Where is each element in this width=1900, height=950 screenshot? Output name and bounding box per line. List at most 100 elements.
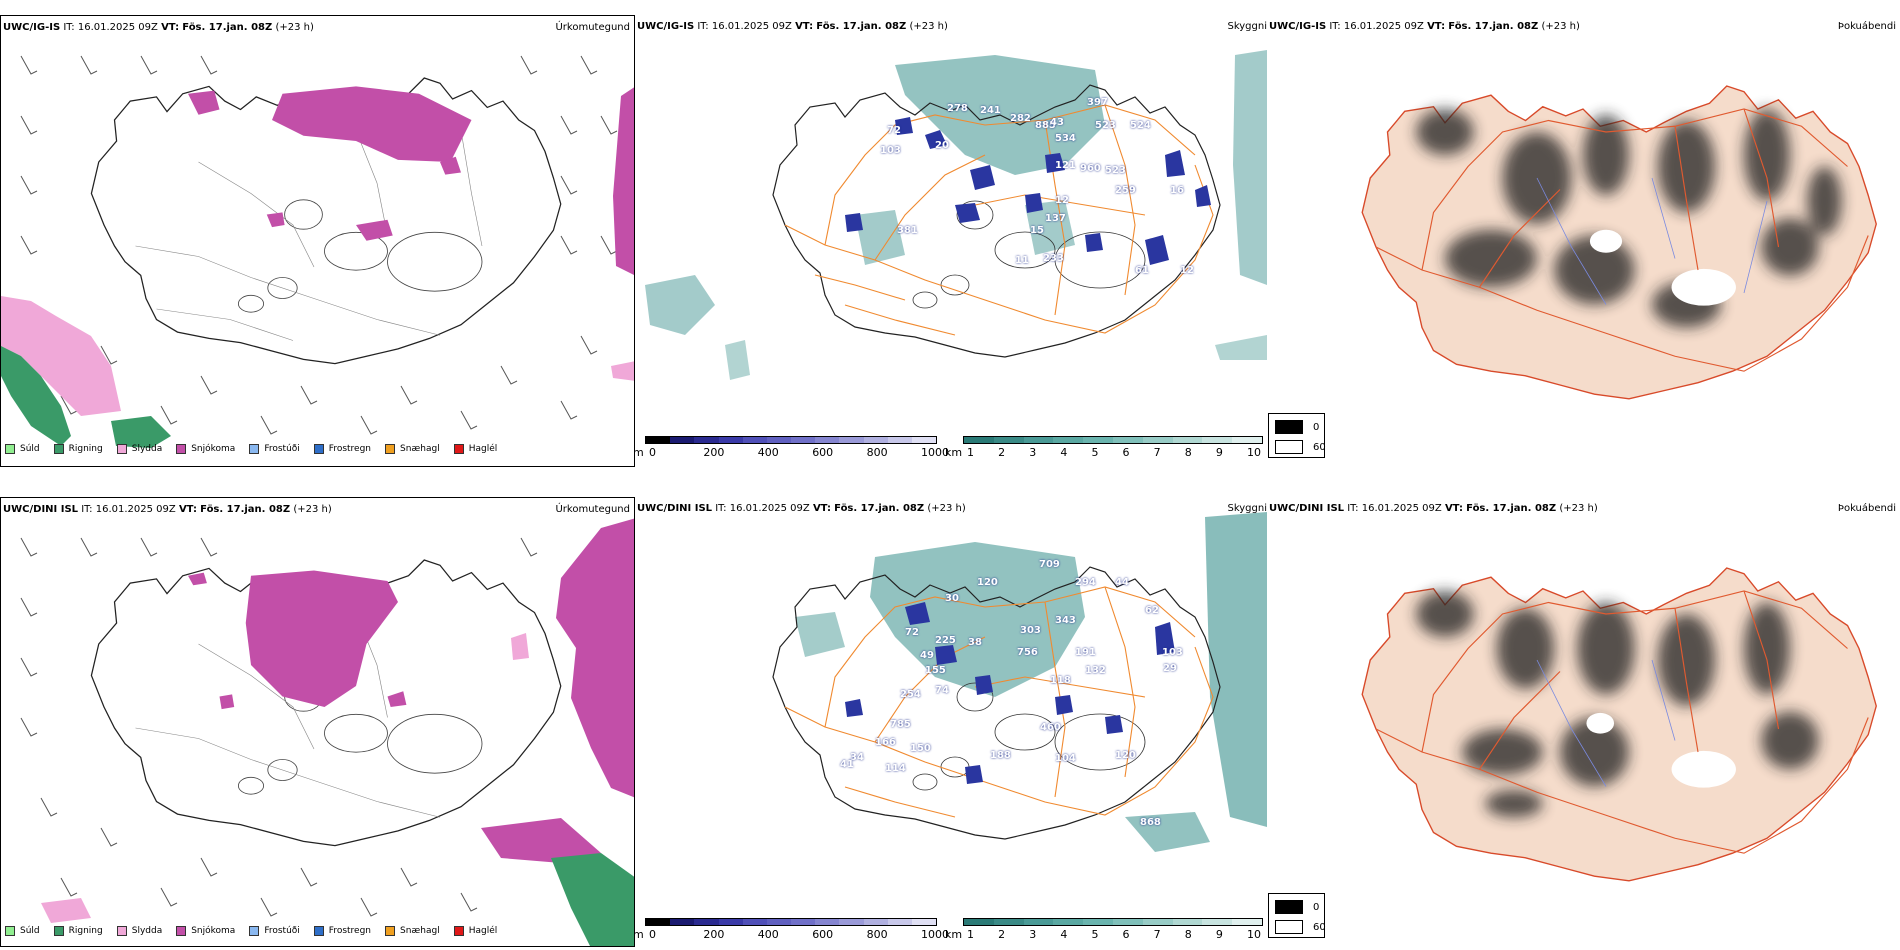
panel-header: UWC/DINI ISL IT: 16.01.2025 09Z VT: Fös.…	[3, 504, 332, 515]
colorbar-tick-label: 800	[866, 446, 888, 459]
cloud-base-value: 150	[910, 743, 931, 754]
hail-swatch	[453, 444, 464, 454]
freezing-rain-swatch	[313, 444, 324, 454]
cloud-base-value: 34	[850, 752, 864, 763]
colorbar-tick-label: 5	[1091, 446, 1099, 459]
cloud-base-value: 381	[897, 225, 918, 236]
visibility-panel-bottom: UWC/DINI ISL IT: 16.01.2025 09Z VT: Fös.…	[635, 497, 1267, 947]
colorbar-tick-label: 6	[1122, 446, 1130, 459]
panel-header: UWC/DINI ISL IT: 16.01.2025 09Z VT: Fös.…	[637, 503, 966, 514]
cloud-base-value: 132	[1085, 665, 1106, 676]
drizzle-swatch	[5, 444, 15, 454]
colorbar-segment	[1083, 919, 1113, 925]
colorbar-tick-label: 0	[649, 446, 656, 459]
colorbar-segment	[839, 919, 864, 925]
colorbar-segment	[815, 919, 840, 925]
colorbar-segment	[670, 437, 695, 443]
colorbar-segment	[911, 919, 937, 925]
panel-title: Þokuábendi	[1837, 503, 1896, 514]
cloud-base-value: 343	[1055, 615, 1076, 626]
legend-label: Súld	[20, 444, 40, 454]
legend-item: Frostúði	[249, 444, 300, 454]
panel-title: Skyggni	[1227, 503, 1267, 514]
freezing-drizzle-swatch	[249, 444, 260, 454]
colorbar-tick-label: 1000	[921, 446, 949, 459]
panel-title: Þokuábendi	[1837, 21, 1896, 32]
sleet-swatch	[116, 926, 127, 936]
precip-legend: Súld Rigning Slydda Snjókoma Frostúði Frostre…	[5, 926, 511, 936]
fog-scale-label: 60	[1313, 441, 1326, 453]
cloud-base-value: 166	[875, 737, 896, 748]
cloud-base-value: 15	[1030, 225, 1044, 236]
legend-label: Slydda	[131, 444, 163, 454]
cloud-base-value: 120	[1115, 750, 1136, 761]
cloud-base-value: 118	[1050, 675, 1071, 686]
colorbar-tick-label: 600	[812, 928, 834, 941]
colorbar-segment	[646, 919, 671, 925]
fog-scale-row: 0	[1275, 420, 1319, 434]
legend-label: Slydda	[131, 926, 163, 936]
cloud-base-value: 29	[1163, 663, 1177, 674]
colorbar-tick-label: 10	[1247, 928, 1261, 941]
legend-item: Snjókoma	[176, 926, 235, 936]
colorbar-segment	[1053, 919, 1084, 925]
fog-scale-swatch	[1275, 900, 1303, 914]
legend-item: Snjókoma	[176, 444, 235, 454]
cloud-base-value: 103	[1162, 647, 1183, 658]
colorbar-tick-label: 1	[967, 928, 974, 941]
rain-swatch	[53, 444, 64, 454]
colorbar-segment	[993, 437, 1024, 443]
colorbar-segment	[1232, 919, 1262, 925]
cloud-base-value: 785	[890, 719, 911, 730]
road-network	[784, 104, 1214, 336]
colorbar-tick-label: 400	[757, 446, 779, 459]
fog-scale-row: 60	[1275, 440, 1326, 454]
colorbar-segment	[694, 437, 719, 443]
colorbar-segment	[1202, 437, 1233, 443]
colorbar-segment	[911, 437, 937, 443]
colorbar-segment	[964, 437, 994, 443]
colorbar-segment	[887, 919, 912, 925]
colorbar-tick-label: 400	[757, 928, 779, 941]
legend-item: Súld	[5, 444, 40, 454]
cloud-base-value: 303	[1020, 625, 1041, 636]
cloud-base-value: 534	[1055, 133, 1076, 144]
panel-header: UWC/IG-IS IT: 16.01.2025 09Z VT: Fös. 17…	[3, 22, 314, 33]
cloud-base-value: 756	[1017, 647, 1038, 658]
colorbar-tick-label: 4	[1060, 446, 1068, 459]
low-cloud-area	[845, 117, 1211, 265]
fog-panel-bottom: UWC/DINI ISL IT: 16.01.2025 09Z VT: Fös.…	[1267, 497, 1900, 947]
cloud-base-value: 523	[1105, 165, 1126, 176]
colorbar-tick-label: 3	[1029, 928, 1037, 941]
precip-type-map-bottom	[20, 518, 634, 946]
fog-scale-swatch	[1275, 420, 1303, 434]
colorbar-tick-label: 2	[998, 928, 1006, 941]
colorbar-segment	[742, 919, 767, 925]
colorbar-segment	[646, 437, 671, 443]
cloud-base-value: 43	[1050, 117, 1064, 128]
colorbar-segment	[887, 437, 912, 443]
colorbar-tick-label: 200	[703, 446, 725, 459]
fog-intensity	[1416, 591, 1819, 818]
snow-swatch	[176, 444, 187, 454]
legend-item: Slydda	[116, 926, 163, 936]
fog-scale-label: 0	[1313, 421, 1320, 433]
colorbar-segment	[1142, 919, 1173, 925]
snow-area	[188, 570, 407, 710]
fog-scale-row: 60	[1275, 920, 1326, 934]
colorbar-tick-label: 10	[1247, 446, 1261, 459]
cloud-base-value: 282	[1010, 113, 1031, 124]
colorbar-segment	[670, 919, 695, 925]
panel-title: Skyggni	[1227, 21, 1267, 32]
cloud-base-value: 38	[968, 637, 982, 648]
legend-label: Haglél	[468, 926, 498, 936]
legend-label: Rigning	[68, 926, 103, 936]
legend-item: Snæhagl	[385, 926, 440, 936]
legend-label: Haglél	[468, 444, 498, 454]
wind-barbs	[20, 55, 618, 435]
cloud-base-value: 41	[840, 759, 854, 770]
cloud-base-value: 225	[935, 635, 956, 646]
colorbar-tick-label: 5	[1091, 928, 1099, 941]
cloud-base-value: 12	[1180, 265, 1194, 276]
legend-label: Rigning	[68, 444, 103, 454]
